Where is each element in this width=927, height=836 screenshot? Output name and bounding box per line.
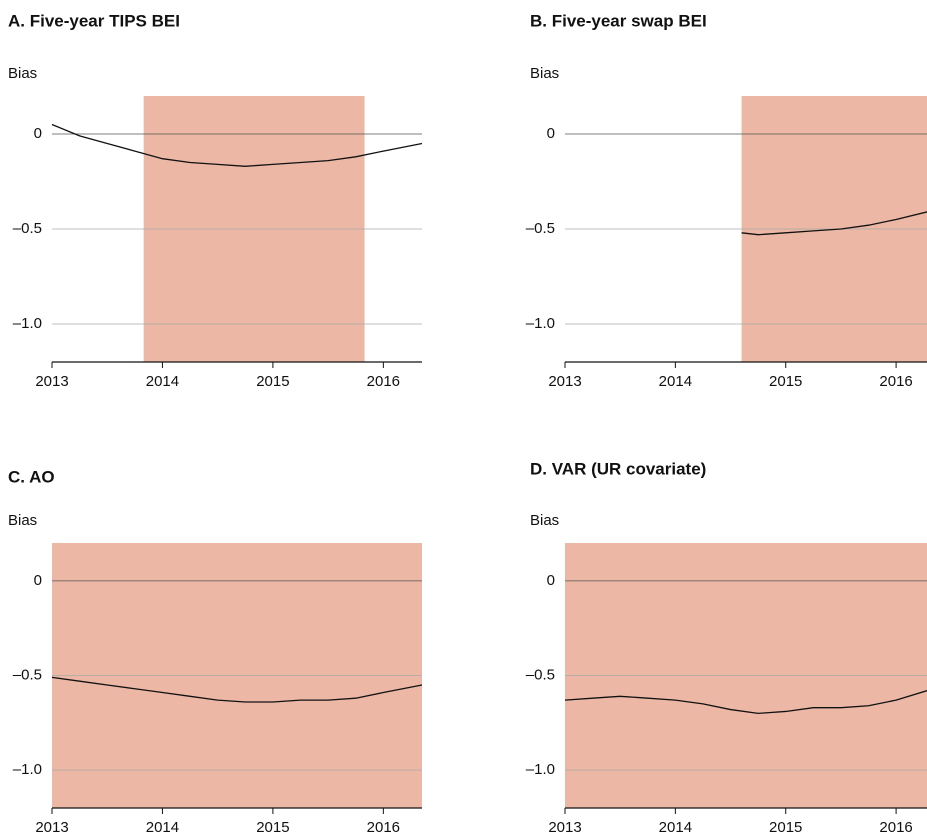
x-tick-label: 2013 — [35, 373, 68, 390]
panel-title: A. Five-year TIPS BEI — [8, 11, 180, 30]
y-axis-label: Bias — [8, 65, 37, 82]
data-line — [51, 123, 423, 167]
y-tick-label: –0.5 — [526, 220, 555, 237]
panel-title: D. VAR (UR covariate) — [530, 459, 706, 478]
y-tick-label: 0 — [34, 572, 42, 589]
panel-title: C. AO — [8, 467, 55, 486]
y-axis-label: Bias — [530, 65, 559, 82]
panel-title: B. Five-year swap BEI — [530, 11, 707, 30]
data-line — [51, 676, 423, 703]
x-tick-label: 2013 — [548, 819, 581, 836]
y-tick-label: –0.5 — [13, 220, 42, 237]
y-axis-label: Bias — [8, 512, 37, 529]
y-tick-label: –1.0 — [13, 315, 42, 332]
x-tick-label: 2014 — [659, 819, 692, 836]
x-tick-label: 2015 — [769, 373, 802, 390]
x-tick-label: 2015 — [256, 373, 289, 390]
data-line — [741, 211, 927, 236]
x-tick-label: 2013 — [35, 819, 68, 836]
x-tick-label: 2014 — [146, 819, 179, 836]
y-axis-label: Bias — [530, 512, 559, 529]
x-tick-label: 2014 — [659, 373, 692, 390]
y-tick-label: 0 — [547, 572, 555, 589]
x-tick-label: 2016 — [879, 373, 912, 390]
data-line — [564, 690, 927, 715]
y-tick-label: 0 — [547, 125, 555, 142]
y-tick-label: –1.0 — [526, 315, 555, 332]
y-tick-label: –1.0 — [13, 761, 42, 778]
x-tick-label: 2016 — [367, 373, 400, 390]
x-tick-label: 2014 — [146, 373, 179, 390]
x-tick-label: 2016 — [879, 819, 912, 836]
y-tick-label: 0 — [34, 125, 42, 142]
y-tick-label: –1.0 — [526, 761, 555, 778]
x-tick-label: 2015 — [769, 819, 802, 836]
y-tick-label: –0.5 — [526, 666, 555, 683]
x-tick-label: 2013 — [548, 373, 581, 390]
x-tick-label: 2015 — [256, 819, 289, 836]
y-tick-label: –0.5 — [13, 666, 42, 683]
x-tick-label: 2016 — [367, 819, 400, 836]
